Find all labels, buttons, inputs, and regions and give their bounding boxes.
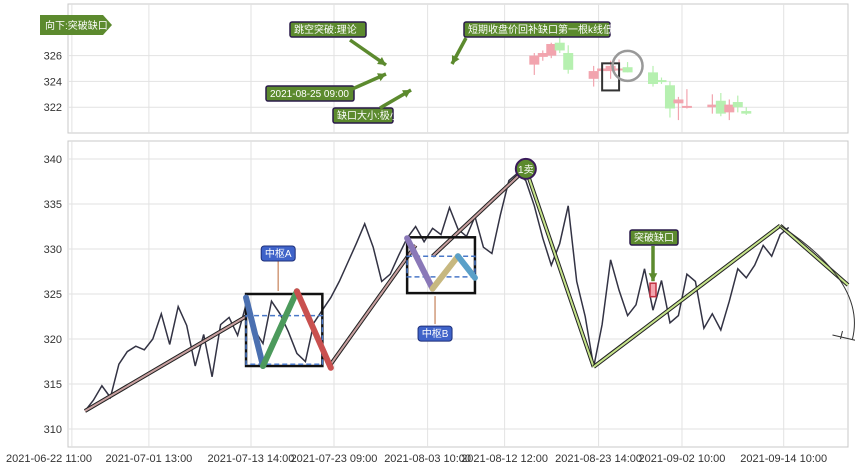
candle-body (673, 99, 684, 104)
breakout-tag-bg (629, 229, 679, 246)
pivot-label: 中枢A (265, 247, 292, 260)
zigzag-leg (260, 288, 300, 369)
candle-body (707, 104, 718, 108)
size-arrow-head (402, 90, 411, 98)
projection-arc (779, 225, 855, 340)
gap-size-tag: 缺口大小:极小 (337, 109, 400, 122)
y-tick-label: 322 (44, 102, 62, 114)
zigzag-leg (455, 253, 478, 281)
candle-body (546, 43, 557, 56)
pivot-label: 中枢B (422, 327, 449, 340)
projection-end-tick (839, 330, 843, 340)
trend-line (330, 244, 417, 365)
candle-body (605, 65, 616, 72)
date-arrow-head (377, 73, 386, 82)
direction-tag-shape (40, 15, 112, 35)
pivot-label-bg (260, 245, 296, 262)
x-tick-label: 2021-07-13 14:00 (208, 453, 295, 465)
fill-rule-arrow-head (451, 55, 460, 64)
zigzag-leg (243, 294, 266, 369)
gap-date-tag: 2021-08-25 09:00 (270, 89, 349, 100)
trend-line (84, 315, 247, 412)
candle-body (537, 53, 548, 57)
breakout-tag: 突破缺口 (634, 231, 674, 244)
y-tick-label: 326 (44, 51, 62, 63)
y-tick-label: 320 (44, 334, 62, 346)
candle-body (741, 111, 752, 114)
x-tick-label: 2021-06-22 11:00 (6, 453, 92, 465)
breakout-arrow-head (648, 273, 658, 282)
x-tick-label: 2021-09-14 10:00 (740, 453, 827, 465)
candlestick-panel: 322 324 326 向下:突破缺口 跳空突破:理论 2021-08-25 09:00 缺… (40, 3, 849, 134)
theory-tag-bg (289, 21, 367, 38)
candle-body (681, 105, 692, 108)
y-tick-label: 325 (44, 289, 62, 301)
y-tick-label: 315 (44, 379, 62, 391)
zigzag-leg (404, 235, 436, 292)
candle-body (732, 102, 743, 108)
fill-rule-tag: 短期收盘价回补缺口第一根k线低点 (468, 23, 623, 36)
candle-body (622, 67, 633, 73)
sell-marker (514, 157, 537, 180)
projection-end (832, 334, 855, 341)
x-tick-label: 2021-08-23 14:00 (555, 453, 642, 465)
trend-line (524, 168, 595, 368)
y-tick-label: 324 (44, 76, 62, 88)
x-tick-label: 2021-07-23 09:00 (291, 453, 378, 465)
candle-body (664, 85, 675, 109)
plot-frame (67, 3, 849, 134)
pivot-zone-center (245, 314, 324, 365)
sell-marker-label: 1卖 (518, 164, 534, 176)
fill-rule-tag-bg (463, 21, 611, 38)
zigzag-leg (293, 288, 334, 371)
candle-body (529, 55, 540, 65)
candle-body (588, 71, 599, 79)
candle-body (563, 53, 574, 70)
trend-line (593, 224, 781, 368)
x-tick-label: 2021-08-12 12:00 (461, 453, 548, 465)
candle-body (724, 104, 735, 113)
pivot-label-bg (417, 325, 453, 342)
y-tick-label: 310 (44, 424, 62, 436)
y-tick-label: 330 (44, 244, 62, 256)
direction-tag: 向下:突破缺口 (45, 19, 108, 32)
x-tick-label: 2021-09-02 10:00 (639, 453, 726, 465)
candle-body (648, 72, 658, 84)
trend-line (431, 168, 527, 257)
candle-body (656, 80, 667, 83)
x-tick-label: 2021-08-03 10:00 (384, 453, 471, 465)
gap-size-tag-bg (332, 107, 394, 124)
gap-fill-circle (611, 49, 644, 83)
y-tick-label: 335 (44, 199, 62, 211)
theory-arrow-head (377, 56, 386, 65)
candle-body (554, 42, 565, 51)
breakout-gap-box (649, 282, 657, 298)
theory-tag: 跳空突破:理论 (294, 23, 357, 36)
x-axis: 2021-06-22 11:00 2021-07-01 13:00 2021-07-… (6, 453, 827, 465)
y-tick-label: 340 (44, 154, 62, 166)
candle-body (715, 100, 726, 114)
gap-date-tag-bg (265, 85, 355, 102)
price-line (84, 172, 790, 412)
x-tick-label: 2021-07-01 13:00 (105, 453, 192, 465)
zigzag-leg (429, 253, 461, 292)
